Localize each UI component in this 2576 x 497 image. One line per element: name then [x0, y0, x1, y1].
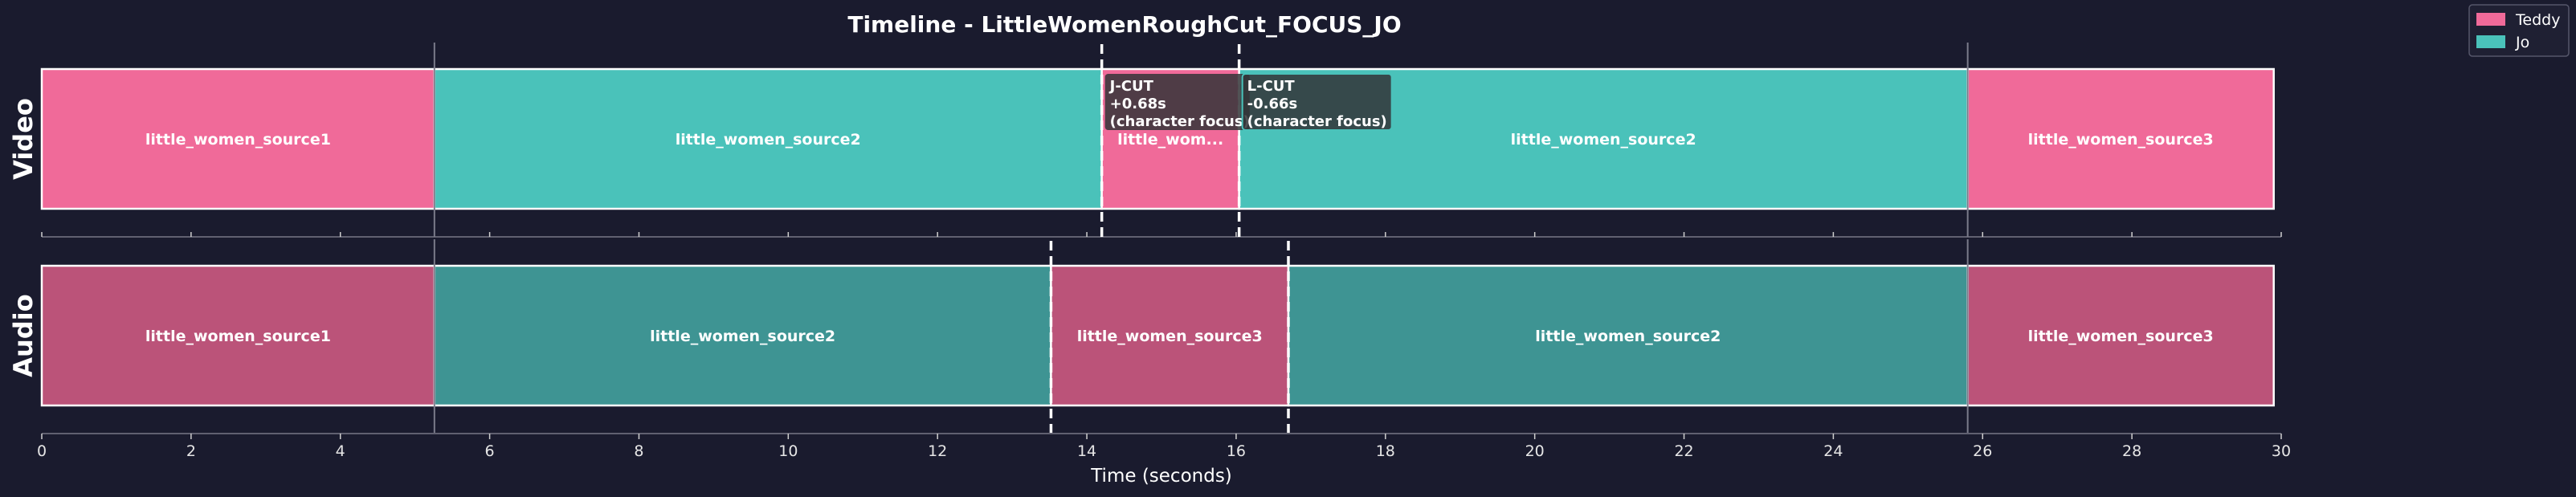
x-tick-label: 8 [634, 442, 643, 460]
clip-video-1 [433, 67, 1103, 210]
x-tick-label: 24 [1823, 442, 1843, 460]
track-video: Video little_women_source1 little_women_so… [8, 43, 2282, 238]
x-tick-label: 0 [37, 442, 47, 460]
annotation-line: (character focus) [1247, 113, 1387, 130]
clip-label: little_women_source3 [2028, 131, 2214, 149]
x-axis-label: Time (seconds) [1090, 466, 1232, 487]
chart-title: Timeline - LittleWomenRoughCut_FOCUS_JO [847, 11, 1401, 38]
annotation-line: L-CUT [1247, 78, 1296, 95]
x-tick-label: 10 [778, 442, 798, 460]
clip-audio-4 [1966, 264, 2275, 407]
clip-label: little_women_source2 [1535, 328, 1721, 345]
clip-label: little_women_source1 [145, 131, 331, 149]
annotation-line: (character focus) [1110, 113, 1250, 130]
clip-audio-1 [433, 264, 1052, 407]
x-tick-label: 2 [186, 442, 196, 460]
track-audio: Audio little_women_source1 little_women_so… [8, 239, 2281, 434]
clip-label: little_women_source2 [1511, 131, 1696, 149]
x-tick-label: 4 [336, 442, 345, 460]
x-tick-label: 12 [928, 442, 947, 460]
clip-label: little_women_source3 [1077, 328, 1263, 345]
clip-label: little_women_source2 [676, 131, 861, 149]
legend: Teddy Jo [2468, 4, 2570, 57]
legend-swatch-teddy [2476, 13, 2505, 26]
x-tick-label: 18 [1376, 442, 1395, 460]
track-label-audio: Audio [8, 294, 39, 377]
x-axis: 0 2 4 6 8 10 12 14 16 18 20 22 24 26 28 30 [37, 433, 2291, 460]
x-tick-label: 26 [1973, 442, 1992, 460]
tracks-layer: Video little_women_source1 little_women_so… [8, 43, 2282, 434]
clip-label: little_women_source2 [650, 328, 835, 345]
x-tick-label: 6 [485, 442, 495, 460]
x-tick-label: 22 [1674, 442, 1693, 460]
annotation-box [1241, 73, 1393, 131]
x-tick-label: 16 [1227, 442, 1246, 460]
clip-audio-0 [40, 264, 436, 407]
clip-video-4 [1966, 67, 2275, 210]
clip-video-0 [40, 67, 436, 210]
clip-label: little_women_source1 [145, 328, 331, 345]
legend-label: Jo [2515, 34, 2529, 51]
annotation-j-cut: J-CUT+0.68s(character focus) [1104, 74, 1250, 130]
annotation-l-cut: L-CUT-0.66s(character focus) [1241, 73, 1393, 131]
annotation-line: +0.68s [1110, 96, 1166, 112]
track-label-video: Video [8, 98, 39, 180]
x-tick-label: 30 [2272, 442, 2291, 460]
x-tick-label: 28 [2122, 442, 2141, 460]
clip-label: little_women_source3 [2028, 328, 2214, 345]
annotation-line: -0.66s [1247, 96, 1298, 112]
annotation-box [1104, 74, 1250, 130]
x-tick-label: 20 [1525, 442, 1545, 460]
legend-swatch-jo [2476, 35, 2505, 48]
clip-label: little_wom... [1117, 131, 1223, 149]
x-tick-label: 14 [1077, 442, 1096, 460]
legend-label: Teddy [2515, 11, 2560, 29]
annotation-line: J-CUT [1108, 78, 1154, 95]
clip-audio-2 [1050, 264, 1290, 407]
